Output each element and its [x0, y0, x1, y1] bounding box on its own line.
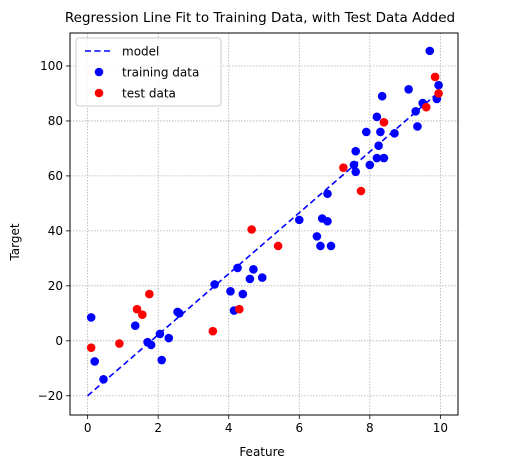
- y-tick-label: −20: [38, 389, 63, 403]
- y-tick-label: 60: [48, 169, 63, 183]
- training-data-point: [390, 129, 399, 138]
- training-data-point: [226, 287, 235, 296]
- training-data-point: [257, 273, 267, 282]
- test-data-point: [132, 304, 142, 314]
- legend-box: [75, 37, 222, 107]
- x-tick-label: 2: [154, 421, 162, 435]
- test-data-point: [86, 343, 96, 352]
- y-tick-label: 20: [48, 279, 63, 293]
- model-line: [87, 90, 441, 397]
- test-data-point: [379, 118, 389, 127]
- x-tick-label: 8: [366, 421, 374, 435]
- test-data-point: [208, 326, 218, 336]
- training-data-point: [86, 313, 96, 322]
- test-data-point: [339, 163, 348, 172]
- legend-training-data-label: training data: [122, 66, 199, 80]
- training-data-point: [349, 160, 359, 170]
- training-data-point: [155, 329, 165, 339]
- training-data-point: [249, 265, 258, 274]
- plot-data: [86, 46, 443, 397]
- training-data-point: [425, 46, 435, 56]
- training-data-point: [164, 333, 174, 343]
- training-data-point: [377, 91, 387, 101]
- chart-title: Regression Line Fit to Training Data, wi…: [65, 10, 455, 26]
- test-data-point: [115, 339, 124, 348]
- x-tick-label: 10: [433, 421, 448, 435]
- y-axis-label: Target: [8, 223, 22, 261]
- training-data-point: [323, 216, 332, 226]
- training-data-point: [365, 160, 375, 170]
- test-data-point: [247, 225, 256, 234]
- training-data-point: [374, 141, 383, 150]
- training-data-point: [294, 215, 304, 225]
- test-data-point: [421, 102, 431, 112]
- training-data-point: [404, 85, 413, 94]
- training-data-point: [99, 374, 108, 384]
- y-tick-label: 0: [55, 334, 63, 348]
- training-data-point: [157, 355, 167, 365]
- x-tick-label: 0: [84, 421, 92, 435]
- training-data-point: [379, 153, 389, 163]
- training-data-point: [376, 127, 385, 137]
- training-data-point: [245, 274, 255, 284]
- legend-model-label: model: [122, 45, 159, 59]
- training-data-point: [316, 241, 325, 251]
- test-data-point: [235, 304, 244, 314]
- training-data-point: [434, 80, 443, 90]
- training-data-point: [323, 189, 332, 199]
- test-data-point: [273, 241, 283, 251]
- x-tick-label: 6: [295, 421, 303, 435]
- training-data-point: [146, 340, 156, 350]
- plot-frame: [69, 32, 459, 416]
- y-tick-label: 40: [48, 224, 63, 238]
- test-data-point: [145, 289, 154, 299]
- training-data-point: [372, 112, 382, 122]
- x-tick-label: 4: [225, 421, 233, 435]
- training-data-point: [351, 146, 361, 156]
- test-data-point: [430, 72, 440, 82]
- y-tick-label: 100: [40, 59, 63, 73]
- legend-training-data-swatch: [94, 67, 104, 77]
- legend-test-data-swatch: [94, 88, 104, 98]
- training-data-point: [372, 153, 382, 163]
- legend: model training data test data: [75, 37, 222, 107]
- y-tick-label: 80: [48, 114, 63, 128]
- test-data-point: [138, 310, 147, 319]
- training-data-point: [175, 309, 184, 318]
- x-axis-label: Feature: [239, 445, 284, 459]
- training-data-point: [90, 357, 99, 366]
- legend-test-data-label: test data: [122, 87, 176, 101]
- test-data-point: [434, 89, 443, 98]
- test-data-point: [356, 186, 366, 196]
- training-data-point: [351, 167, 361, 177]
- training-data-point: [210, 280, 219, 289]
- training-data-point: [312, 232, 322, 241]
- training-data-point: [238, 289, 248, 299]
- training-data-point: [326, 241, 336, 251]
- training-data-point: [361, 127, 371, 137]
- axis-ticks: 0 2 4 6 8 10 −20 0 20 40 60 80 100: [38, 59, 448, 435]
- training-data-point: [233, 263, 242, 273]
- training-data-point: [130, 321, 140, 330]
- training-data-point: [413, 122, 422, 131]
- training-data-point: [411, 107, 420, 116]
